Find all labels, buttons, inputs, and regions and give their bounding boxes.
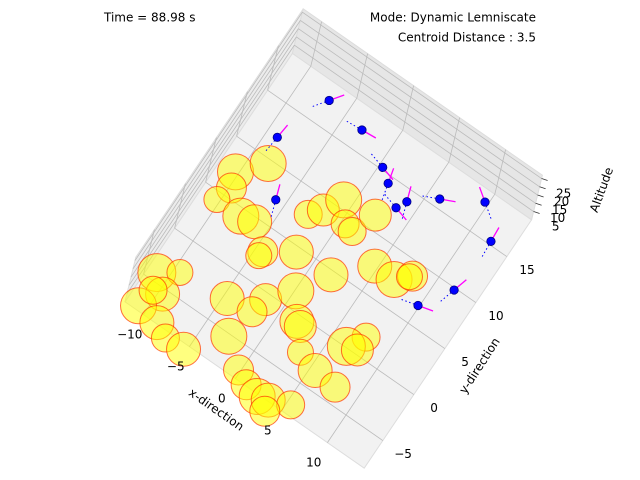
obstacle [358, 198, 392, 232]
drone-trail [484, 201, 493, 222]
x-tick-label: −5 [167, 359, 185, 373]
drone-trail [382, 192, 397, 209]
drone-trail [399, 298, 419, 306]
centroid-label: Centroid Distance : 3.5 [398, 31, 536, 45]
drone-trail [264, 136, 278, 153]
drone-trail [419, 195, 440, 200]
z-tick-label: 20 [554, 195, 569, 209]
obstacle [138, 275, 168, 305]
z-tick-label: 25 [556, 186, 571, 200]
back-pane-y [291, 8, 543, 221]
drone-trail [270, 199, 277, 220]
z-grid-line [130, 28, 299, 278]
z-tick [541, 178, 548, 181]
obstacle [340, 333, 374, 367]
x-grid-line [327, 193, 496, 443]
drone [391, 203, 401, 213]
drone-trail [480, 241, 492, 259]
drone [357, 125, 367, 135]
drone [324, 95, 334, 106]
y-tick-label: −5 [394, 447, 412, 461]
obstacle [245, 242, 273, 270]
y-tick-label: 5 [461, 355, 469, 369]
x-grid-line [235, 129, 404, 379]
drone-trail [438, 289, 455, 304]
z-grid-line [126, 44, 295, 294]
obstacle [166, 258, 194, 286]
x-grid-line [356, 53, 368, 99]
obstacle [277, 272, 315, 310]
obstacle [249, 145, 287, 183]
y-grid-line [143, 273, 384, 441]
drone [435, 194, 445, 204]
drone [272, 132, 282, 142]
z-tick-label: 15 [552, 203, 567, 217]
x-grid-line [310, 21, 322, 67]
z-tick-label: 10 [550, 211, 565, 225]
z-tick [537, 194, 544, 198]
obstacle [337, 216, 367, 246]
obstacle [283, 309, 317, 343]
x-grid-line [402, 85, 414, 131]
drone [378, 162, 388, 172]
obstacle [278, 234, 314, 270]
drone [413, 300, 423, 311]
x-tick-label: 0 [218, 391, 226, 405]
z-tick [535, 202, 542, 206]
z-grid-line [298, 28, 538, 196]
obstacle [276, 390, 306, 420]
z-grid-line [128, 36, 297, 286]
z-grid-line [132, 20, 301, 270]
obstacle [237, 204, 273, 240]
x-tick-label: −10 [117, 327, 142, 341]
obstacle [203, 186, 231, 214]
drone-trail [380, 183, 389, 203]
obstacle [249, 395, 281, 427]
x-tick-label: 5 [264, 423, 272, 437]
drone [480, 197, 490, 207]
drone-trail [310, 99, 330, 108]
y-tick-label: 0 [430, 401, 438, 415]
z-grid-line [294, 44, 534, 212]
obstacle [313, 257, 349, 293]
z-tick [533, 211, 540, 214]
x-grid-line [494, 149, 506, 195]
drone-trail [369, 151, 384, 168]
drone [383, 178, 393, 188]
z-grid-line [134, 11, 303, 261]
x-grid-line [448, 117, 460, 163]
y-tick-label: 15 [519, 263, 534, 277]
drone [486, 236, 496, 246]
drone-trail [401, 201, 408, 222]
z-tick-label: 5 [552, 219, 560, 233]
obstacle [395, 263, 423, 291]
obstacle [166, 331, 202, 367]
z-tick [539, 186, 546, 190]
drone [271, 195, 281, 205]
drone [449, 285, 459, 295]
time-label: Time = 88.98 s [103, 11, 195, 25]
z-grid-line [296, 36, 536, 204]
drone-trail [344, 119, 363, 131]
mode-label: Mode: Dynamic Lemniscate [370, 11, 536, 25]
obstacle [210, 317, 248, 355]
marks [120, 94, 500, 427]
z-grid-line [300, 20, 540, 188]
x-tick-label: 10 [306, 455, 321, 469]
obstacle [319, 371, 351, 403]
drone [402, 197, 412, 207]
obstacle [236, 296, 268, 328]
y-tick-label: 10 [488, 309, 503, 323]
z-grid-line [302, 11, 542, 179]
